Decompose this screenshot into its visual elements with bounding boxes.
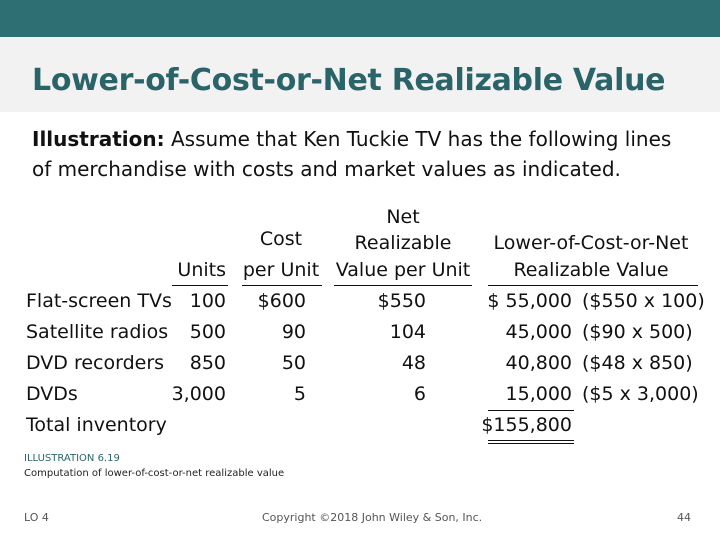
row2-item: Satellite radios xyxy=(26,321,169,343)
intro-paragraph: Illustration: Assume that Ken Tuckie TV … xyxy=(32,124,692,184)
header-nrv-line1: Net xyxy=(386,206,420,228)
footer-page-number: 44 xyxy=(677,511,691,524)
row1-cost: $600 xyxy=(257,290,306,312)
row1-lcnrv: $ 55,000 xyxy=(487,290,572,312)
header-cost-line1: Cost xyxy=(259,228,303,250)
row3-nrv: 48 xyxy=(401,352,426,374)
row3-units: 850 xyxy=(189,352,226,374)
header-rule-units xyxy=(172,285,228,286)
row2-nrv: 104 xyxy=(389,321,426,343)
row4-nrv: 6 xyxy=(413,383,426,405)
row1-units: 100 xyxy=(189,290,226,312)
row4-units: 3,000 xyxy=(171,383,226,405)
slide-title: Lower-of-Cost-or-Net Realizable Value xyxy=(32,63,666,98)
header-units: Units xyxy=(177,259,226,281)
header-nrv-line3: Value per Unit xyxy=(335,259,471,281)
row4-calc: ($5 x 3,000) xyxy=(582,383,699,405)
row4-lcnrv: 15,000 xyxy=(505,383,572,405)
row3-lcnrv: 40,800 xyxy=(505,352,572,374)
subtotal-rule xyxy=(488,410,574,411)
header-lcnrv-line1: Lower-of-Cost-or-Net xyxy=(493,232,689,254)
row3-item: DVD recorders xyxy=(26,352,165,374)
header-rule-cost xyxy=(242,285,322,286)
intro-text: Assume that Ken Tuckie TV has the follow… xyxy=(32,127,672,181)
row3-cost: 50 xyxy=(281,352,306,374)
row1-calc: ($550 x 100) xyxy=(582,290,705,312)
total-double-rule-bottom xyxy=(488,443,574,444)
row2-lcnrv: 45,000 xyxy=(505,321,572,343)
total-item: Total inventory xyxy=(26,414,167,436)
header-lcnrv-line2: Realizable Value xyxy=(513,259,669,281)
row4-cost: 5 xyxy=(293,383,306,405)
row2-calc: ($90 x 500) xyxy=(582,321,693,343)
row2-cost: 90 xyxy=(281,321,306,343)
intro-lead: Illustration: xyxy=(32,127,165,151)
illustration-caption: Computation of lower-of-cost-or-net real… xyxy=(24,468,285,479)
header-nrv-line2: Realizable xyxy=(354,232,452,254)
row1-nrv: $550 xyxy=(377,290,426,312)
title-band xyxy=(0,37,720,112)
illustration-label: ILLUSTRATION 6.19 xyxy=(24,453,120,464)
header-rule-lcnrv xyxy=(488,285,698,286)
total-double-rule-top xyxy=(488,440,574,441)
header-cost-line2: per Unit xyxy=(242,259,320,281)
row1-item: Flat-screen TVs xyxy=(26,290,172,312)
top-accent-bar xyxy=(0,0,720,37)
header-rule-nrv xyxy=(334,285,472,286)
total-lcnrv: $155,800 xyxy=(481,414,572,436)
row4-item: DVDs xyxy=(26,383,78,405)
row3-calc: ($48 x 850) xyxy=(582,352,693,374)
footer-lo: LO 4 xyxy=(24,511,49,524)
row2-units: 500 xyxy=(189,321,226,343)
footer-copyright: Copyright ©2018 John Wiley & Son, Inc. xyxy=(262,511,483,524)
